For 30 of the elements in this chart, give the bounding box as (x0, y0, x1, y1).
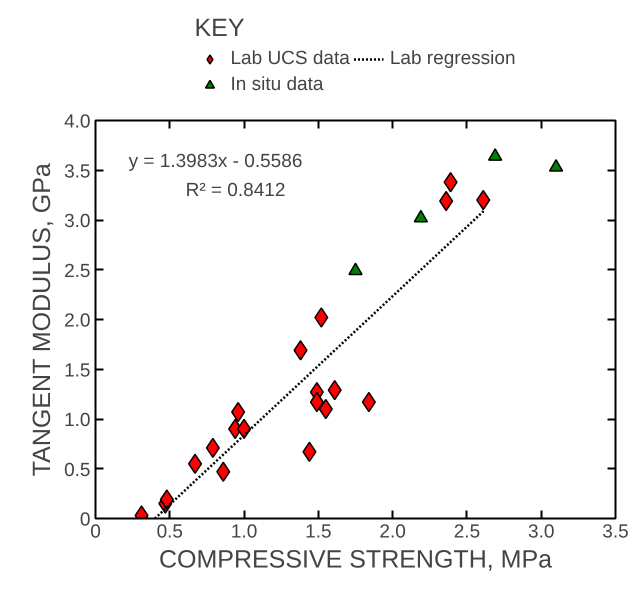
point (348, 262, 363, 276)
legend-label: In situ data (230, 74, 324, 96)
y-tick-label: 1.5 (64, 360, 91, 382)
x-tick-label: 2.5 (454, 522, 480, 542)
y-tick-label: 0.5 (64, 460, 91, 481)
x-tick-label: 0.5 (156, 522, 183, 542)
legend-label: Lab UCS data (230, 48, 350, 70)
legend-label: Lab regression (390, 48, 516, 70)
y-tick-label: 3.0 (64, 211, 91, 232)
x-tick-label: 2.0 (379, 522, 406, 542)
point (548, 159, 564, 172)
legend-title: KEY (194, 14, 246, 43)
point (293, 340, 308, 361)
point (488, 148, 502, 161)
x-axis-title: COMPRESSIVE STRENGTH, MPa (158, 546, 552, 574)
y-axis-title: TANGENT MODULUS, GPa (28, 163, 56, 476)
x-tick-label: 1.0 (230, 522, 258, 542)
annotation: y = 1.3983x - 0.5586 (128, 151, 302, 172)
point (188, 454, 202, 474)
y-tick-label: 1.0 (64, 410, 91, 431)
x-tick-label: 3.5 (602, 522, 629, 542)
y-tick-label: 2.0 (64, 310, 91, 332)
point (414, 210, 428, 223)
annotation: R² = 0.8412 (186, 180, 286, 201)
y-tick-label: 3.5 (64, 161, 91, 182)
y-tick-label: 4.0 (64, 112, 91, 132)
x-tick-label: 3.0 (528, 522, 554, 542)
point (302, 442, 317, 462)
x-tick-label: 1.5 (305, 522, 332, 542)
y-tick-label: 2.5 (64, 260, 91, 282)
